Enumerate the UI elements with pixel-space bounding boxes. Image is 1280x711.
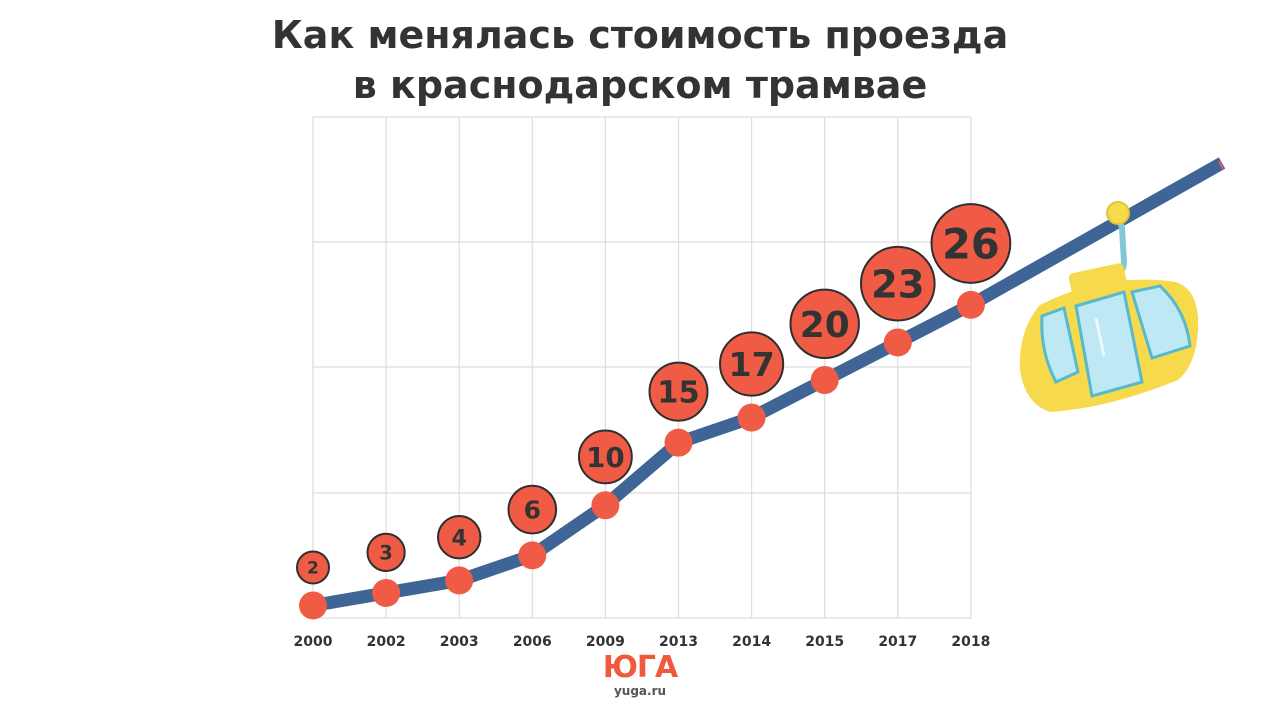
series-line (306, 298, 978, 612)
data-label: 10 (586, 441, 625, 474)
x-tick-label: 2018 (951, 634, 990, 650)
data-point (591, 491, 620, 520)
data-point (299, 591, 327, 620)
data-label: 6 (524, 496, 541, 525)
data-label: 26 (942, 220, 1000, 268)
x-tick-label: 2013 (659, 634, 698, 650)
data-point (883, 328, 912, 357)
x-tick-label: 2017 (878, 634, 917, 650)
data-point (664, 428, 693, 457)
data-label-badge (296, 550, 330, 585)
cable-car-door (1074, 290, 1144, 398)
data-label: 3 (379, 541, 393, 564)
data-label-badge (860, 245, 936, 322)
cable-car-wheel (1106, 201, 1130, 225)
cable-car-icon (1019, 201, 1199, 412)
cable-line (306, 157, 1226, 612)
x-tick-label: 2002 (367, 634, 406, 650)
data-label-badge (719, 331, 785, 397)
data-point (737, 403, 766, 432)
data-point (372, 578, 401, 607)
data-label: 17 (729, 345, 775, 384)
data-label: 4 (451, 525, 467, 551)
yuga-logo: ЮГА (602, 650, 679, 685)
site-url: yuga.ru (613, 684, 667, 698)
cable-end-mark (1218, 160, 1224, 170)
data-label: 20 (800, 305, 850, 346)
data-point (445, 566, 474, 595)
x-tick-label: 2015 (805, 634, 844, 650)
data-label: 15 (657, 376, 699, 411)
cable-car-window-right (1130, 284, 1192, 360)
data-label-badge (507, 484, 558, 535)
data-label-badge (930, 203, 1012, 284)
chart-title-line-1: Как менялась стоимость проезда (271, 13, 1009, 57)
data-label-badge (437, 515, 482, 560)
data-points (299, 290, 985, 620)
data-point (956, 290, 985, 319)
x-axis-ticks: 2000 2002 2003 2006 2009 2013 2014 2015 2017 2018 (294, 634, 991, 650)
cable-extension (967, 157, 1226, 311)
data-label-badge (578, 429, 633, 485)
x-tick-label: 2003 (440, 634, 479, 650)
x-tick-label: 2000 (294, 634, 333, 650)
data-label: 2 (307, 558, 319, 578)
data-point (518, 541, 547, 570)
chart-title: Как менялась стоимость проезда в краснод… (0, 10, 1280, 110)
data-label-badge (648, 361, 709, 422)
chart-title-line-2: в краснодарском трамвае (352, 63, 928, 107)
data-label: 23 (871, 263, 925, 308)
x-tick-label: 2009 (586, 634, 625, 650)
chart-grid (312, 116, 972, 619)
cable-car-window-left (1040, 306, 1080, 384)
cable-car-glare (1094, 317, 1106, 357)
data-label-badge (789, 288, 860, 360)
x-tick-label: 2014 (732, 634, 771, 650)
x-tick-label: 2006 (513, 634, 552, 650)
data-label-badge (366, 532, 406, 572)
data-point (810, 366, 839, 395)
